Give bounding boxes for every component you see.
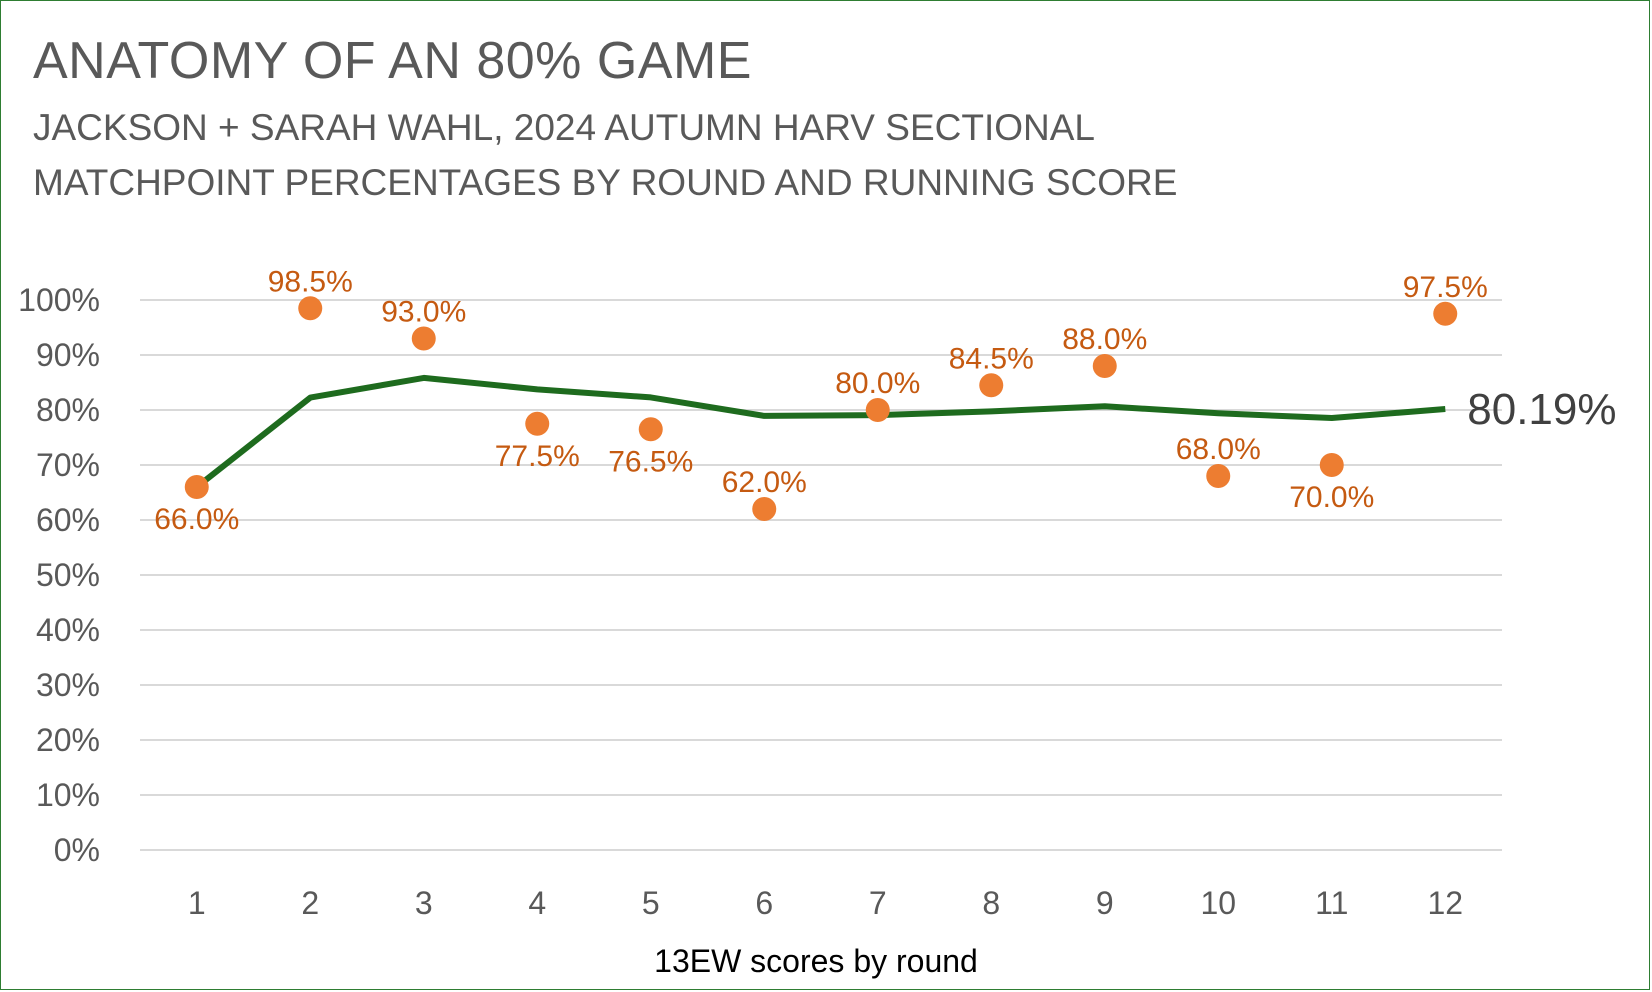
chart-subtitle-line1: JACKSON + SARAH WAHL, 2024 AUTUMN HARV S… bbox=[33, 107, 1095, 148]
round-score-point bbox=[1319, 453, 1344, 477]
x-tick-label: 3 bbox=[415, 885, 433, 921]
y-tick-label: 100% bbox=[18, 282, 100, 318]
y-tick-label: 10% bbox=[36, 777, 100, 813]
round-score-point bbox=[1092, 354, 1117, 378]
x-tick-label: 2 bbox=[301, 885, 319, 921]
x-tick-label: 10 bbox=[1200, 885, 1236, 921]
round-score-point bbox=[1433, 301, 1458, 326]
round-score-point bbox=[1206, 464, 1231, 488]
round-score-label: 62.0% bbox=[722, 466, 807, 499]
round-score-point bbox=[525, 411, 550, 436]
chart-subtitle-line2: MATCHPOINT PERCENTAGES BY ROUND AND RUNN… bbox=[33, 162, 1178, 203]
round-score-label: 93.0% bbox=[381, 296, 466, 329]
x-tick-label: 1 bbox=[188, 885, 206, 921]
y-tick-label: 0% bbox=[54, 832, 100, 868]
x-tick-label: 8 bbox=[982, 885, 1000, 921]
chart-title: ANATOMY OF AN 80% GAME bbox=[33, 32, 752, 90]
x-tick-label: 4 bbox=[528, 885, 546, 921]
series-layer: 80.19% 66.0% 98.5% 93.0% 77.5% 76.5% 62.0% 80.0… bbox=[154, 265, 1616, 536]
y-tick-label: 40% bbox=[36, 612, 100, 648]
round-score-point bbox=[411, 326, 436, 351]
round-score-point bbox=[638, 417, 663, 442]
round-score-label: 68.0% bbox=[1176, 433, 1261, 466]
y-tick-label: 30% bbox=[36, 667, 100, 703]
round-score-label: 97.5% bbox=[1403, 271, 1488, 304]
x-tick-label: 6 bbox=[755, 885, 773, 921]
round-score-label: 76.5% bbox=[608, 445, 693, 478]
y-tick-label: 80% bbox=[36, 392, 100, 428]
running-score-line bbox=[194, 374, 1446, 490]
y-axis-ticks: 0% 10% 20% 30% 40% 50% 60% 70% 80% 90% 100% bbox=[18, 282, 100, 868]
x-tick-label: 11 bbox=[1315, 885, 1348, 921]
x-tick-label: 9 bbox=[1096, 885, 1114, 921]
y-tick-label: 60% bbox=[36, 502, 100, 538]
y-tick-label: 70% bbox=[36, 447, 100, 483]
x-tick-label: 12 bbox=[1427, 885, 1463, 921]
y-tick-label: 90% bbox=[36, 337, 100, 373]
running-score-end-label: 80.19% bbox=[1467, 385, 1616, 434]
round-score-point bbox=[979, 373, 1004, 398]
x-axis-ticks: 1 2 3 4 5 6 7 8 9 10 11 12 bbox=[188, 885, 1463, 921]
round-score-point bbox=[298, 296, 323, 321]
round-score-point bbox=[184, 475, 209, 499]
round-score-label: 88.0% bbox=[1062, 323, 1147, 356]
round-score-point bbox=[865, 398, 890, 422]
x-tick-label: 5 bbox=[642, 885, 660, 921]
x-tick-label: 7 bbox=[869, 885, 887, 921]
y-tick-label: 20% bbox=[36, 722, 100, 758]
x-axis-label: 13EW scores by round bbox=[654, 943, 978, 979]
round-score-label: 98.5% bbox=[268, 265, 353, 298]
round-score-label: 80.0% bbox=[835, 367, 920, 400]
y-tick-label: 50% bbox=[36, 557, 100, 593]
round-score-label: 70.0% bbox=[1289, 481, 1374, 514]
round-score-point bbox=[752, 497, 777, 521]
round-score-label: 77.5% bbox=[495, 440, 580, 473]
gridlines bbox=[140, 299, 1502, 851]
round-score-label: 84.5% bbox=[949, 342, 1034, 375]
round-score-label: 66.0% bbox=[154, 503, 239, 536]
